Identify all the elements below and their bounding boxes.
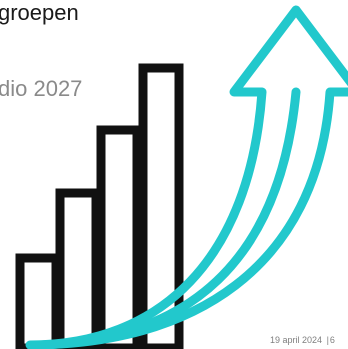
- arrow-inner-curve: [35, 87, 301, 349]
- footer-separator: |: [326, 335, 329, 345]
- slide-subtitle: dio 2027: [0, 76, 83, 101]
- growth-bar-2: [55, 188, 101, 349]
- slide-title: groepen: [0, 0, 79, 25]
- footer-date: 19 april 2024: [270, 335, 323, 345]
- growth-bar-4: [138, 63, 184, 349]
- arrow-shape: [25, 5, 348, 349]
- footer-page-number: 6: [329, 335, 335, 345]
- growth-bar-3: [96, 125, 142, 349]
- slide-footer: 19 april 2024 |6: [270, 335, 335, 345]
- growth-bar-1: [15, 253, 61, 349]
